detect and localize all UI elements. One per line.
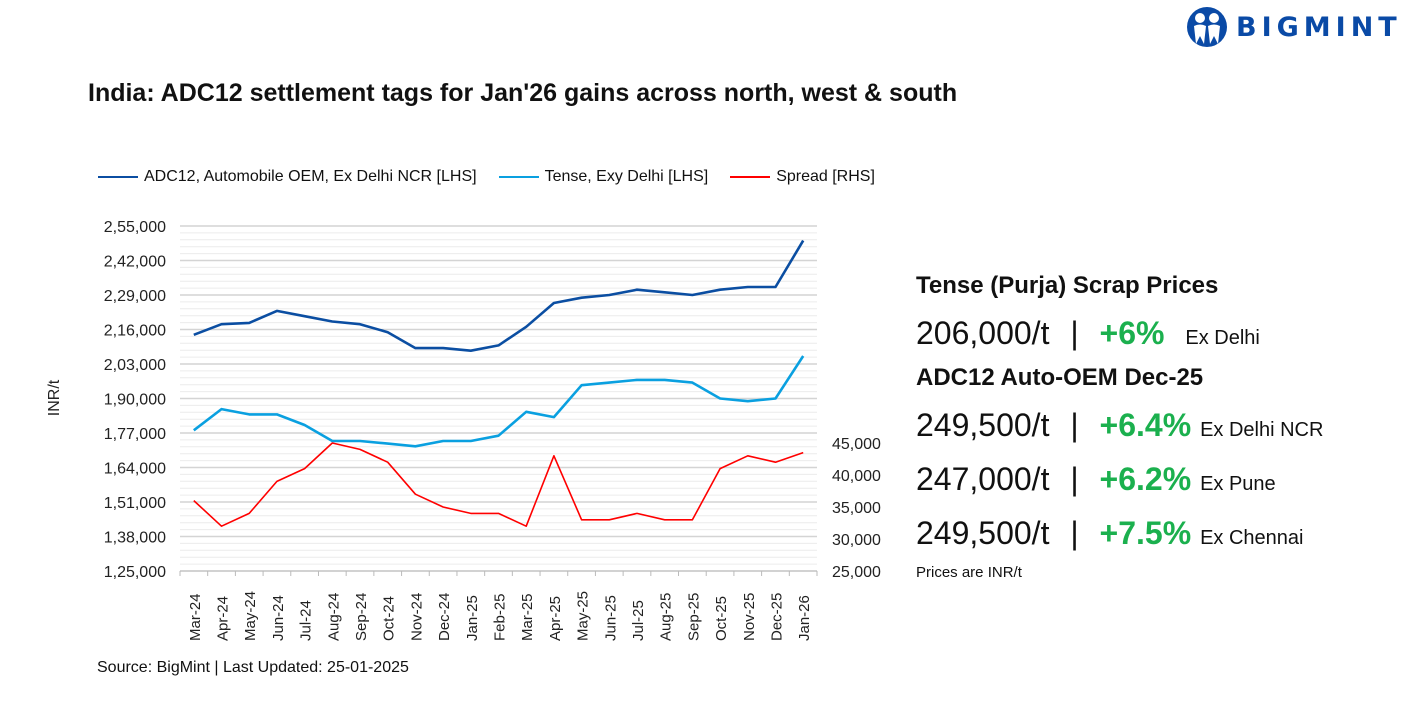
legend-item-spread: Spread [RHS] [730, 168, 875, 186]
x-tick-label: Jun-25 [602, 595, 619, 641]
price-row: 206,000/t | +6% Ex Delhi [916, 306, 1323, 360]
x-tick-label: Aug-24 [325, 593, 342, 641]
x-tick-label: May-24 [242, 591, 259, 641]
price-row: 247,000/t | +6.2% Ex Pune [916, 452, 1323, 506]
x-tick-label: Nov-25 [741, 593, 758, 641]
x-tick-label: Aug-25 [658, 593, 675, 641]
y-tick-label: 1,51,000 [104, 495, 166, 512]
bigmint-logo: BIGMINT [1186, 6, 1402, 48]
x-tick-label: Feb-25 [492, 593, 509, 641]
bigmint-logo-icon [1187, 7, 1227, 47]
separator: | [1070, 315, 1079, 351]
y-tick-label: 2,42,000 [104, 254, 166, 271]
x-tick-label: Dec-25 [768, 593, 785, 641]
legend-label: ADC12, Automobile OEM, Ex Delhi NCR [LHS… [144, 168, 477, 185]
price-row: 249,500/t | +6.4% Ex Delhi NCR [916, 398, 1323, 452]
price: 249,500/t [916, 407, 1050, 443]
tense-heading: Tense (Purja) Scrap Prices [916, 272, 1219, 299]
price-row: 249,500/t | +7.5% Ex Chennai [916, 506, 1323, 560]
legend-swatch [98, 176, 138, 178]
y2-tick-label: 30,000 [832, 532, 881, 549]
y-tick-label: 1,38,000 [104, 530, 166, 547]
y-axis-label: INR/t [46, 379, 63, 416]
price: 249,500/t [916, 515, 1050, 551]
location: Ex Delhi NCR [1200, 419, 1324, 441]
y-tick-label: 2,29,000 [104, 288, 166, 305]
separator: | [1070, 515, 1079, 551]
adc-heading: ADC12 Auto-OEM Dec-25 [916, 364, 1204, 391]
x-tick-label: Jul-25 [630, 600, 647, 641]
change: +6.2% [1099, 461, 1192, 497]
x-tick-label: Mar-25 [519, 593, 536, 641]
y-tick-label: 1,77,000 [104, 426, 166, 443]
x-tick-label: Jan-26 [796, 595, 813, 641]
x-tick-label: Jun-24 [270, 595, 287, 641]
x-tick-label: Jul-24 [298, 600, 315, 641]
x-tick-label: May-25 [575, 591, 592, 641]
separator: | [1070, 461, 1079, 497]
price: 247,000/t [916, 461, 1050, 497]
y-tick-label: 2,16,000 [104, 323, 166, 340]
x-tick-label: Dec-24 [436, 593, 453, 641]
source-note: Source: BigMint | Last Updated: 25-01-20… [97, 659, 409, 676]
y2-tick-label: 25,000 [832, 564, 881, 581]
x-tick-label: Sep-24 [353, 593, 370, 641]
location: Ex Chennai [1200, 527, 1304, 549]
price-note: Prices are INR/t [916, 564, 1022, 581]
location: Ex Delhi [1185, 327, 1260, 349]
price-panel: Tense (Purja) Scrap Prices 206,000/t | +… [916, 268, 1323, 581]
y-tick-label: 1,90,000 [104, 392, 166, 409]
location: Ex Pune [1200, 473, 1276, 495]
legend-label: Spread [RHS] [776, 168, 875, 185]
legend-swatch [498, 176, 539, 178]
change: +6.4% [1099, 407, 1192, 443]
change: +7.5% [1099, 515, 1192, 551]
line-chart: 1,25,000 1,38,000 1,51,000 1,64,000 1,77,000… [46, 219, 881, 641]
chart-legend: ADC12, Automobile OEM, Ex Delhi NCR [LHS… [98, 168, 875, 186]
change: +6% [1099, 315, 1165, 351]
x-tick-label: Apr-25 [547, 596, 564, 641]
y-tick-label: 1,25,000 [104, 564, 166, 581]
y-tick-label: 1,64,000 [104, 461, 166, 478]
chart-title: India: ADC12 settlement tags for Jan'26 … [88, 79, 958, 107]
series-line-2 [193, 442, 804, 528]
x-tick-label: Jan-25 [464, 595, 481, 641]
y2-tick-label: 45,000 [832, 436, 881, 453]
x-tick-label: Sep-25 [685, 593, 702, 641]
x-tick-label: Oct-24 [381, 596, 398, 641]
legend-label: Tense, Exy Delhi [LHS] [544, 168, 709, 185]
x-tick-label: Nov-24 [408, 593, 425, 641]
legend-item-adc12: ADC12, Automobile OEM, Ex Delhi NCR [LHS… [98, 168, 477, 186]
separator: | [1070, 407, 1079, 443]
y-tick-label: 2,03,000 [104, 357, 166, 374]
price: 206,000/t [916, 315, 1050, 351]
y-tick-label: 2,55,000 [104, 219, 166, 236]
legend-swatch [730, 176, 771, 178]
legend-item-tense: Tense, Exy Delhi [LHS] [498, 168, 709, 186]
x-tick-label: Mar-24 [187, 593, 204, 641]
x-tick-label: Apr-24 [215, 596, 232, 641]
y2-tick-label: 40,000 [832, 468, 881, 485]
y2-tick-label: 35,000 [832, 500, 881, 517]
brand-name: BIGMINT [1236, 11, 1402, 43]
x-tick-label: Oct-25 [713, 596, 730, 641]
